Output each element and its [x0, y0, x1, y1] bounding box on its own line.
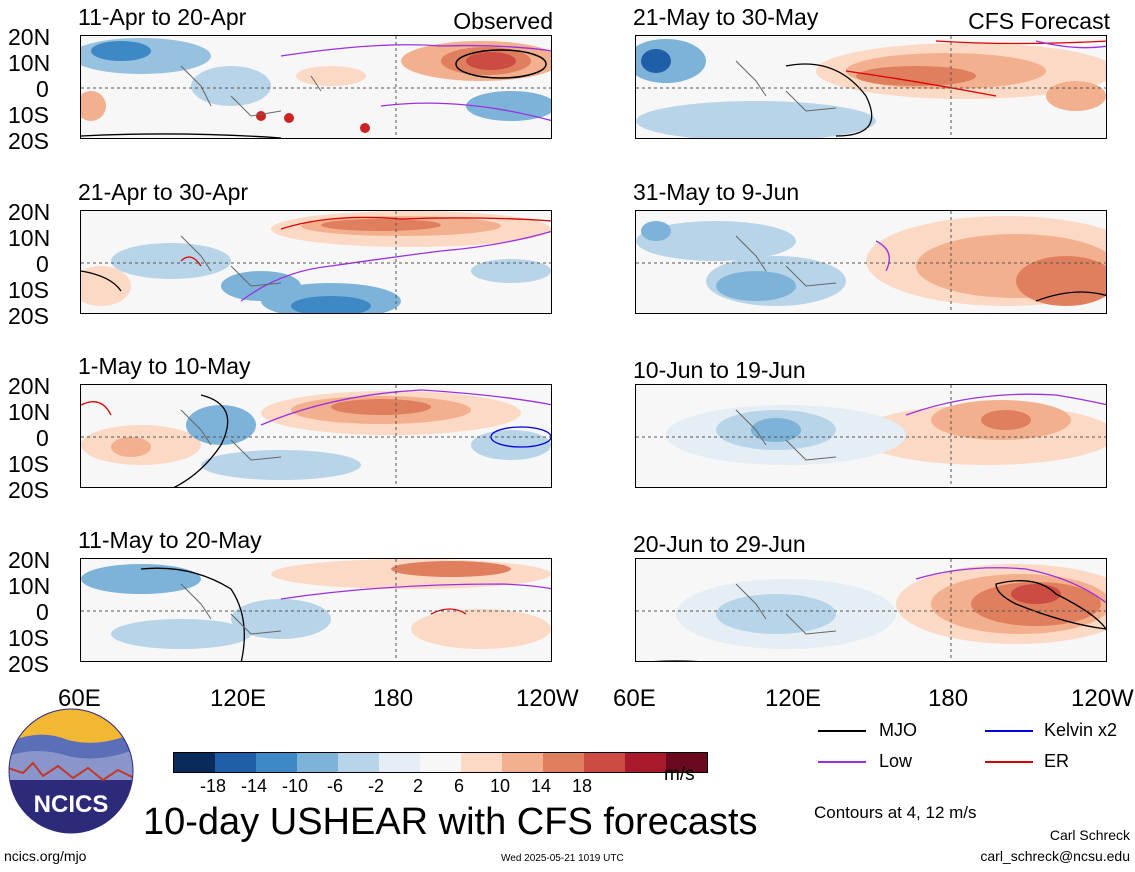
timestamp: Wed 2025-05-21 1019 UTC — [501, 853, 624, 864]
colorbar-tick: 2 — [413, 776, 424, 796]
lat-label: 10S — [8, 625, 49, 651]
lat-label: 20S — [8, 477, 49, 503]
colorbar-tick: -18 — [200, 776, 227, 796]
map-panel-7 — [635, 384, 1107, 488]
lat-label: 10N — [8, 50, 51, 76]
lat-label: 10N — [8, 573, 51, 599]
lat-label: 20S — [8, 128, 49, 154]
legend-er-label: ER — [1044, 751, 1070, 771]
lat-label: 20S — [8, 651, 49, 677]
panel-1-tag: Observed — [453, 8, 553, 34]
lat-label: 0 — [36, 76, 49, 102]
author-email: carl_schreck@ncsu.edu — [980, 848, 1130, 864]
contour-note: Contours at 4, 12 m/s — [814, 803, 977, 822]
lon-label: 120W — [516, 685, 579, 712]
lon-label: 60E — [613, 685, 656, 712]
lat-label: 0 — [36, 599, 49, 625]
lat-label: 10S — [8, 102, 49, 128]
legend-kelvin-swatch — [985, 730, 1033, 732]
lat-label: 20S — [8, 303, 49, 329]
map-panel-1 — [80, 35, 552, 139]
legend-mjo-label: MJO — [879, 720, 917, 740]
lat-label: 0 — [36, 251, 49, 277]
figure-title: 10-day USHEAR with CFS forecasts — [143, 801, 758, 843]
panel-6-title: 31-May to 9-Jun — [633, 179, 800, 205]
map-panel-4 — [80, 558, 552, 662]
colorbar-tick: 14 — [531, 776, 552, 796]
colorbar-units: m/s — [664, 764, 695, 785]
lat-label: 20N — [8, 547, 51, 573]
colorbar-swatch — [256, 753, 297, 772]
colorbar-swatch — [297, 753, 338, 772]
colorbar-swatch — [625, 753, 666, 772]
panel-5-title: 21-May to 30-May — [633, 4, 819, 30]
panel-3-title: 1-May to 10-May — [78, 353, 251, 379]
colorbar-swatch — [379, 753, 420, 772]
lat-label: 10S — [8, 277, 49, 303]
colorbar-tick: 18 — [572, 776, 593, 796]
panel-7-title: 10-Jun to 19-Jun — [633, 357, 806, 383]
lon-label: 120E — [210, 685, 267, 712]
lon-label: 180 — [373, 685, 414, 712]
colorbar-tick: -2 — [368, 776, 385, 796]
panel-1-title: 11-Apr to 20-Apr — [78, 4, 247, 30]
legend-low-swatch — [818, 761, 866, 763]
website-url: ncics.org/mjo — [4, 848, 87, 864]
lat-label: 20N — [8, 24, 51, 50]
lat-label: 10S — [8, 451, 49, 477]
legend-low-label: Low — [879, 751, 913, 771]
panel-5-tag: CFS Forecast — [968, 8, 1110, 34]
colorbar-tick: -6 — [327, 776, 344, 796]
lat-label: 0 — [36, 425, 49, 451]
colorbar-swatch — [502, 753, 543, 772]
colorbar-tick: 10 — [490, 776, 511, 796]
lon-label: 180 — [928, 685, 969, 712]
colorbar-swatch — [543, 753, 584, 772]
colorbar-swatch — [174, 753, 215, 772]
lat-label: 20N — [8, 199, 51, 225]
colorbar-swatch — [461, 753, 502, 772]
panel-2-title: 21-Apr to 30-Apr — [78, 179, 249, 205]
lon-label: 120E — [765, 685, 822, 712]
panel-4-title: 11-May to 20-May — [78, 527, 262, 553]
map-panel-3 — [80, 384, 552, 488]
author-name: Carl Schreck — [1049, 827, 1130, 843]
map-panel-5 — [635, 35, 1107, 139]
colorbar-tick: -10 — [282, 776, 309, 796]
logo-text: NCICS — [33, 791, 109, 818]
panel-8-title: 20-Jun to 29-Jun — [633, 531, 806, 557]
ncics-logo: NCICS — [8, 708, 134, 834]
map-panel-6 — [635, 210, 1107, 314]
lat-label: 10N — [8, 399, 51, 425]
colorbar-swatch — [420, 753, 461, 772]
map-panel-2 — [80, 210, 552, 314]
colorbar-tick: -14 — [241, 776, 268, 796]
legend-er-swatch — [985, 761, 1033, 763]
map-panel-8 — [635, 558, 1107, 662]
lat-label: 20N — [8, 373, 51, 399]
colorbar — [173, 752, 708, 773]
lon-label: 60E — [58, 685, 101, 712]
colorbar-swatch — [215, 753, 256, 772]
legend-kelvin-label: Kelvin x2 — [1044, 720, 1118, 740]
colorbar-swatch — [666, 753, 707, 772]
colorbar-swatch — [584, 753, 625, 772]
colorbar-tick: 6 — [454, 776, 465, 796]
colorbar-swatch — [338, 753, 379, 772]
lat-label: 10N — [8, 225, 51, 251]
legend-mjo-swatch — [818, 730, 866, 732]
lon-label: 120W — [1071, 687, 1134, 711]
